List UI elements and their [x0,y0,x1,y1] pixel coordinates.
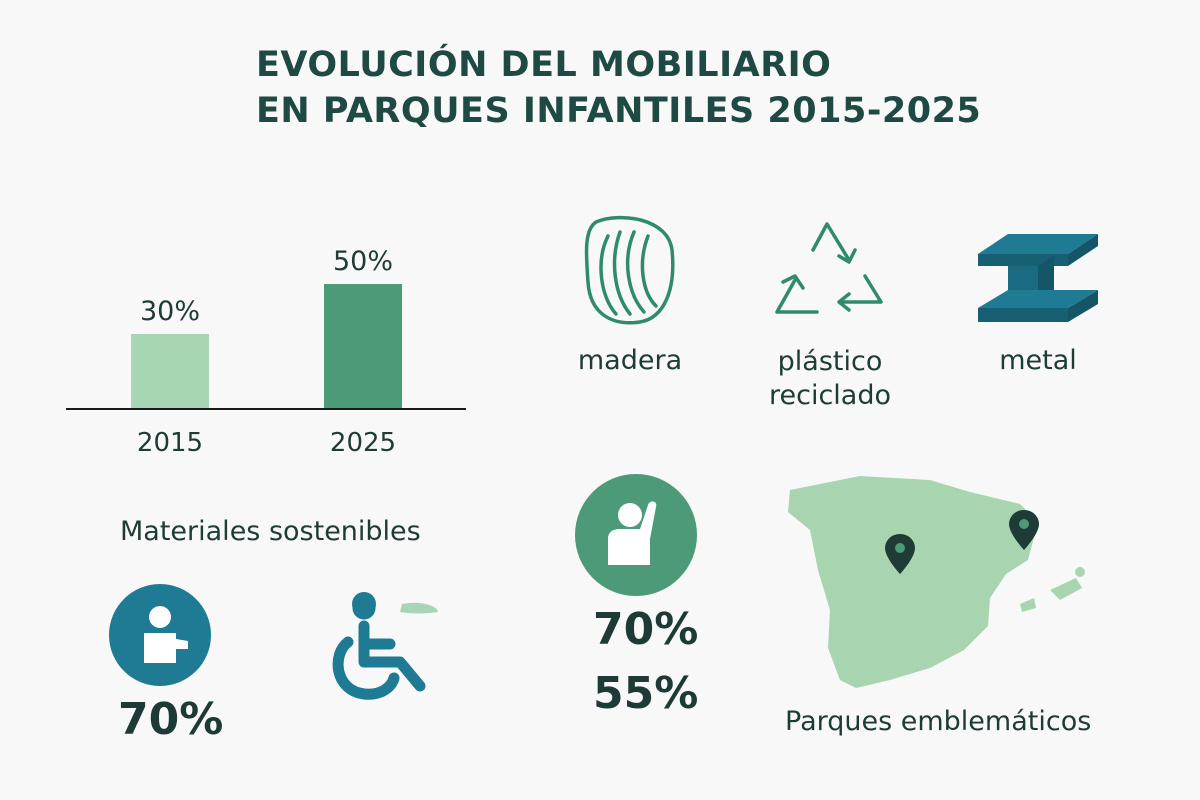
bar-value-label-2025: 50% [333,246,393,277]
material-label-metal: metal [999,345,1077,376]
material-wood: madera [560,210,700,400]
child-icon [109,584,211,686]
stat-play-percent-2: 55% [593,668,699,719]
balearic-island-3 [1075,567,1085,577]
recycle-icon [775,222,883,314]
material-label-line-2: reciclado [768,380,891,411]
waving-child-icon [575,474,697,596]
stat-child-percent: 70% [118,694,224,745]
wheelchair-icon [332,592,438,700]
material-recycled-plastic: plástico reciclado [755,210,905,413]
map-pin-madrid-icon [885,534,915,574]
steel-beam-icon [978,234,1098,322]
spain-mainland [788,476,1038,688]
bar-chart: 30% 2015 50% 2025 [66,246,466,458]
page-title: EVOLUCIÓN DEL MOBILIARIO EN PARQUES INFA… [256,42,1056,134]
stat-play-percent-1: 70% [593,604,699,655]
bar-value-label-2015: 30% [140,296,200,327]
balearic-island-1 [1050,578,1082,600]
material-metal: metal [968,210,1108,400]
map-caption: Parques emblemáticos [785,706,1092,737]
material-label-line-1: plástico [777,346,883,377]
map-pin-barcelona-icon [1009,510,1039,550]
material-label-recycled-plastic: plástico reciclado [755,345,905,413]
x-tick-label-2025: 2025 [330,428,396,458]
title-line-1: EVOLUCIÓN DEL MOBILIARIO [256,45,832,85]
bar-2015 [131,334,209,409]
x-tick-label-2015: 2015 [137,428,203,458]
balearic-island-2 [1020,598,1036,612]
title-line-2: EN PARQUES INFANTILES 2015-2025 [256,91,982,131]
bar-2025 [324,284,402,409]
spain-map [788,476,1085,688]
wood-icon [584,215,675,325]
material-label-wood: madera [577,345,683,376]
x-axis-label: Materiales sostenibles [120,516,421,547]
